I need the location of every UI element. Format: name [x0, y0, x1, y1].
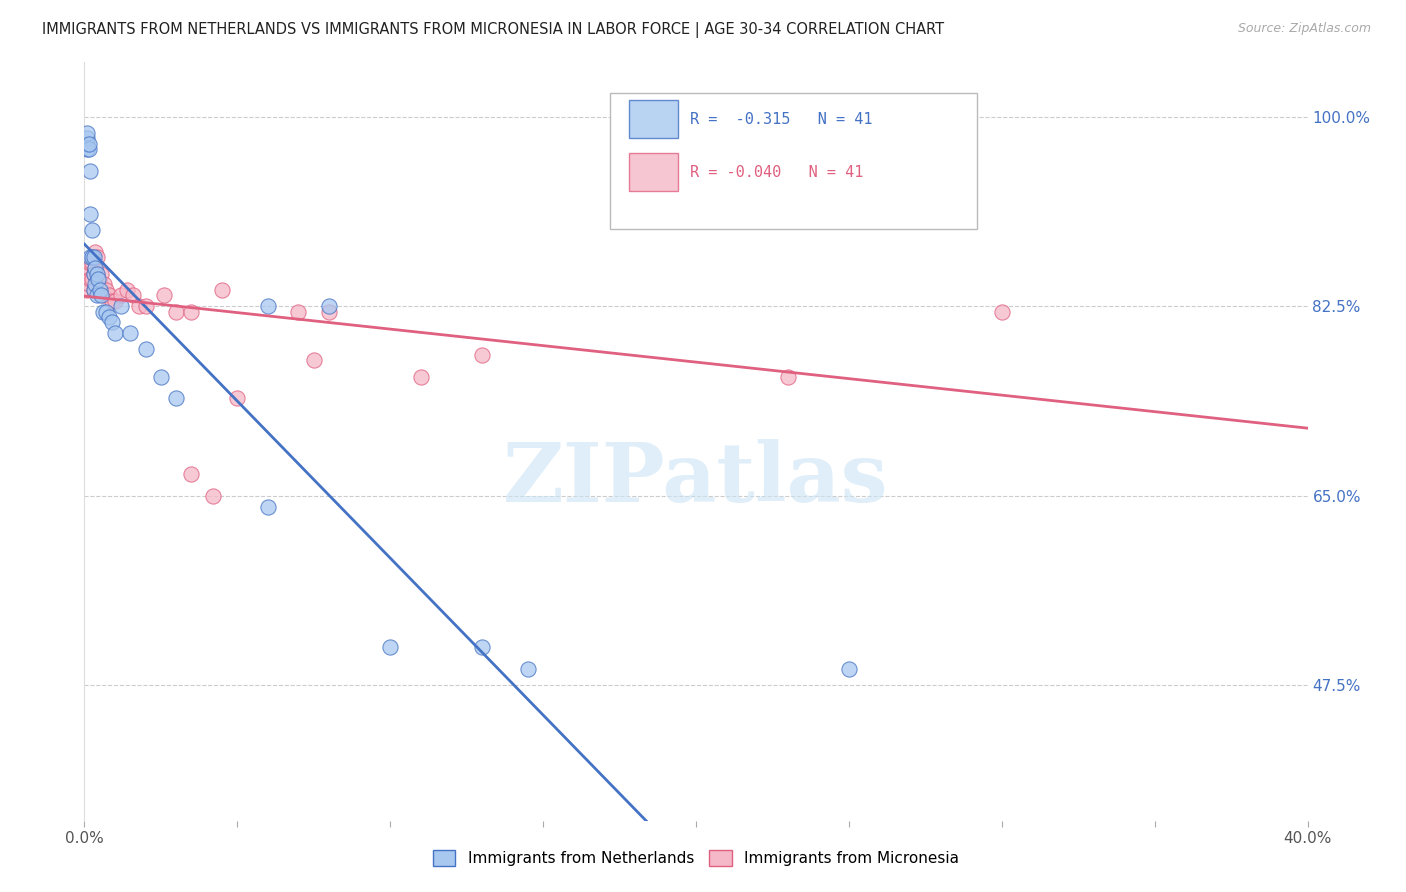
- Point: [84, 261, 107, 276]
- Point: [97, 288, 120, 302]
- Point: [86, 251, 108, 265]
- Point: [80, 251, 103, 265]
- Point: [110, 288, 132, 302]
- Point: [90, 288, 112, 302]
- Text: Source: ZipAtlas.com: Source: ZipAtlas.com: [1237, 22, 1371, 36]
- Point: [80, 256, 103, 270]
- Text: R =  -0.315   N = 41: R = -0.315 N = 41: [690, 112, 872, 127]
- Point: [83, 251, 105, 265]
- FancyBboxPatch shape: [628, 153, 678, 191]
- Point: [87, 272, 110, 286]
- Point: [135, 343, 157, 357]
- Point: [180, 304, 202, 318]
- Point: [165, 304, 187, 318]
- Point: [257, 500, 280, 514]
- Point: [80, 223, 103, 237]
- Point: [79, 251, 101, 265]
- Point: [101, 293, 124, 308]
- Point: [89, 283, 111, 297]
- Point: [97, 310, 120, 324]
- Point: [91, 304, 114, 318]
- FancyBboxPatch shape: [610, 93, 977, 229]
- Point: [318, 299, 340, 313]
- Point: [84, 244, 107, 259]
- Point: [76, 142, 98, 156]
- Legend: Immigrants from Netherlands, Immigrants from Micronesia: Immigrants from Netherlands, Immigrants …: [433, 850, 959, 866]
- Text: ZIPatlas: ZIPatlas: [503, 440, 889, 519]
- Point: [226, 391, 249, 405]
- Point: [104, 326, 127, 341]
- Point: [77, 261, 100, 276]
- Point: [91, 288, 114, 302]
- Point: [153, 288, 176, 302]
- Point: [991, 304, 1014, 318]
- Point: [838, 662, 860, 676]
- Point: [516, 662, 538, 676]
- Point: [84, 261, 107, 276]
- Point: [409, 369, 432, 384]
- Point: [211, 283, 233, 297]
- Point: [122, 288, 145, 302]
- Point: [201, 489, 224, 503]
- Point: [83, 267, 105, 281]
- Point: [79, 207, 101, 221]
- Point: [86, 267, 108, 281]
- Point: [471, 348, 494, 362]
- FancyBboxPatch shape: [628, 101, 678, 138]
- Point: [83, 283, 105, 297]
- Point: [380, 640, 402, 655]
- Point: [77, 136, 100, 151]
- Point: [83, 283, 105, 297]
- Point: [86, 288, 108, 302]
- Point: [120, 326, 142, 341]
- Point: [165, 391, 187, 405]
- Text: R = -0.040   N = 41: R = -0.040 N = 41: [690, 165, 863, 180]
- Point: [90, 267, 112, 281]
- Point: [80, 272, 103, 286]
- Point: [76, 131, 98, 145]
- Point: [79, 163, 101, 178]
- Point: [79, 256, 101, 270]
- Point: [128, 299, 150, 313]
- Point: [104, 293, 127, 308]
- Point: [287, 304, 309, 318]
- Point: [86, 267, 108, 281]
- Point: [180, 467, 202, 481]
- Point: [115, 283, 138, 297]
- Point: [76, 136, 98, 151]
- Text: IMMIGRANTS FROM NETHERLANDS VS IMMIGRANTS FROM MICRONESIA IN LABOR FORCE | AGE 3: IMMIGRANTS FROM NETHERLANDS VS IMMIGRANT…: [42, 22, 945, 38]
- Point: [89, 277, 111, 292]
- Point: [94, 304, 117, 318]
- Point: [79, 272, 101, 286]
- Point: [302, 353, 325, 368]
- Point: [776, 369, 799, 384]
- Point: [77, 277, 100, 292]
- Point: [471, 640, 494, 655]
- Point: [318, 304, 340, 318]
- Point: [77, 142, 100, 156]
- Point: [110, 299, 132, 313]
- Point: [149, 369, 172, 384]
- Point: [76, 283, 98, 297]
- Point: [83, 267, 105, 281]
- Point: [135, 299, 157, 313]
- Point: [76, 267, 98, 281]
- Point: [76, 126, 98, 140]
- Point: [94, 283, 117, 297]
- Point: [84, 277, 107, 292]
- Point: [101, 315, 124, 329]
- Point: [93, 277, 115, 292]
- Point: [257, 299, 280, 313]
